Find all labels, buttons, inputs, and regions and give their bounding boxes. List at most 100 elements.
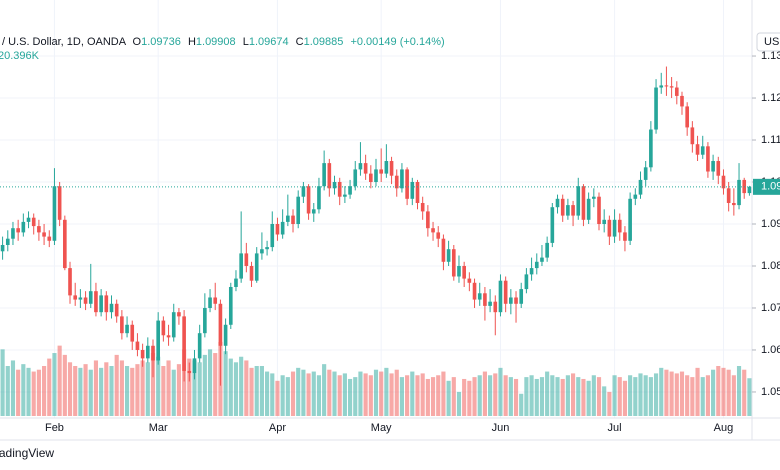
candle-body [400, 169, 404, 189]
volume-bar [430, 377, 436, 416]
volume-bar [57, 345, 62, 416]
price-axis-panel [752, 0, 780, 440]
candle-layer [0, 66, 752, 386]
volume-bar [410, 371, 415, 416]
volume-bar [249, 367, 254, 416]
candle-body [540, 257, 544, 262]
volume-bar [379, 371, 384, 416]
volume-bar [695, 367, 700, 416]
volume-bar [405, 375, 410, 416]
volume-bar [62, 354, 67, 416]
volume-bar [145, 362, 150, 416]
volume-bar [736, 366, 742, 416]
volume-bar [52, 353, 57, 416]
candle-body [166, 335, 171, 338]
volume-bar [187, 358, 192, 416]
volume-bar [259, 366, 264, 416]
candle-body [711, 161, 715, 172]
candle-body [685, 106, 689, 128]
candle-body [690, 127, 695, 145]
volume-bar [244, 360, 249, 416]
brand: TradingView [0, 446, 54, 460]
volume-bar [612, 375, 617, 416]
candle-body [187, 370, 192, 374]
volume-bar [384, 367, 389, 416]
candle-body [228, 286, 233, 325]
volume-bar [721, 367, 726, 416]
volume-bar [503, 375, 508, 416]
candle-body [669, 86, 674, 88]
volume-bar [311, 371, 316, 416]
open-prefix: O [133, 36, 142, 48]
volume-bar [550, 375, 555, 416]
open-value: 1.09736 [141, 36, 181, 48]
volume-bar [306, 373, 311, 416]
candle-body [389, 161, 394, 176]
candle-body [125, 324, 129, 334]
volume-bar [99, 367, 104, 416]
candle-body [16, 228, 20, 233]
volume-bar [591, 375, 596, 416]
x-tick-label: Feb [45, 422, 64, 434]
candle-body [327, 163, 332, 189]
volume-bar [467, 380, 472, 416]
volume-bar [659, 367, 664, 416]
volume-bar [653, 373, 659, 416]
candle-body [0, 244, 5, 252]
volume-bar [488, 375, 493, 416]
candle-body [140, 349, 145, 359]
candle-body [581, 186, 586, 220]
volume-bar [36, 369, 41, 416]
candle-body [130, 324, 135, 342]
volume-bar [685, 375, 690, 416]
volume-bar [482, 371, 487, 416]
candle-body [545, 242, 549, 258]
candle-body [171, 312, 176, 338]
x-tick-label: May [371, 422, 392, 434]
candle-body [244, 253, 249, 266]
volume-bar [373, 369, 379, 416]
volume-bar [10, 360, 16, 416]
last-price-box [753, 178, 780, 195]
volume-bar [664, 369, 669, 416]
volume-bar [425, 378, 430, 416]
volume-bar [586, 380, 591, 416]
candle-body [57, 186, 62, 220]
y-tick-label: 1.08 [761, 260, 780, 272]
volume-bar [456, 391, 462, 416]
volume-bar [161, 366, 166, 416]
currency-button[interactable] [756, 32, 780, 52]
volume-bar [119, 360, 124, 416]
candle-body [363, 163, 368, 174]
candle-body [26, 217, 31, 222]
candle-body [680, 95, 684, 107]
volume-bar [545, 371, 550, 416]
volume-bar [596, 377, 602, 416]
candle-body [332, 182, 337, 189]
candle-body [197, 333, 202, 359]
candle-body [451, 249, 456, 277]
candle-body [550, 207, 555, 243]
candle-body [78, 297, 83, 300]
candle-body [726, 188, 731, 204]
volume-bar [622, 380, 628, 416]
candle-body [73, 295, 78, 300]
volume-bar [88, 369, 93, 416]
volume-bar [202, 354, 207, 416]
candle-body [446, 249, 451, 262]
candle-body [649, 129, 653, 168]
candle-body [275, 224, 280, 235]
currency-label[interactable]: USD [764, 36, 780, 48]
candle-body [99, 295, 103, 313]
volume-bar [166, 360, 171, 416]
volume-bar [285, 377, 290, 416]
volume-bar [560, 378, 565, 416]
candle-body [280, 221, 285, 235]
candle-body [5, 238, 10, 245]
volume-bar [581, 378, 586, 416]
volume-bar [140, 360, 145, 416]
candle-body [37, 226, 41, 233]
candle-body [638, 179, 643, 195]
volume-bar [135, 364, 140, 416]
volume-bar [150, 353, 156, 416]
